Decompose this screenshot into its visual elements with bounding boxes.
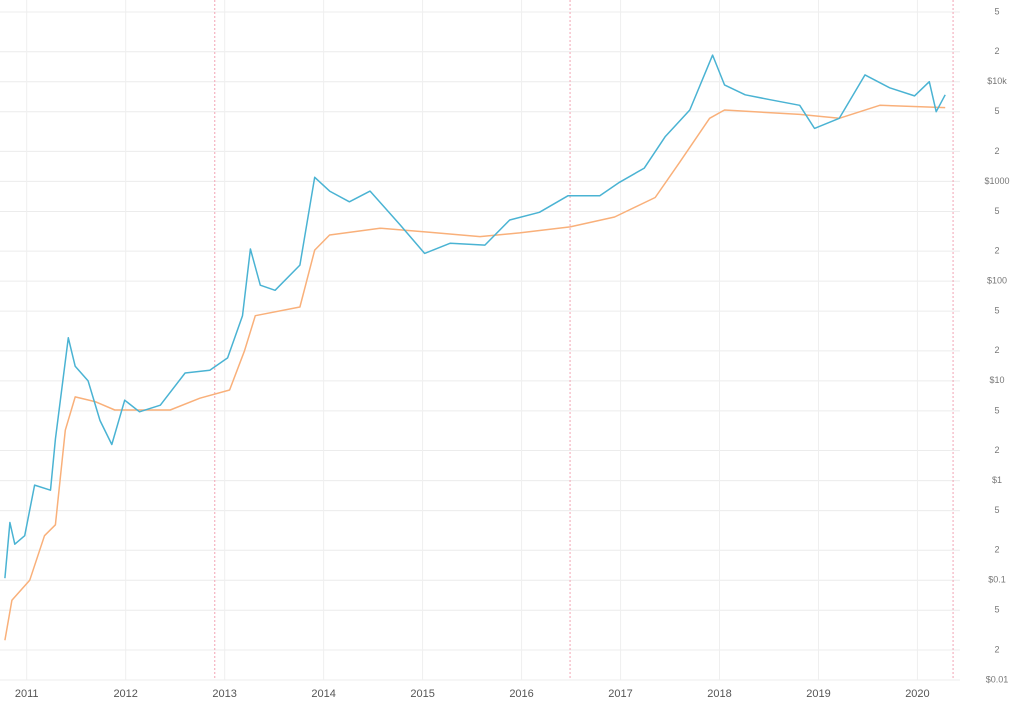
x-tick-label: 2016 bbox=[509, 688, 533, 700]
x-tick-label: 2011 bbox=[15, 688, 39, 700]
y-tick-label: 5 bbox=[994, 206, 999, 216]
y-tick-label: 5 bbox=[994, 505, 999, 515]
y-tick-label: $100 bbox=[987, 276, 1007, 286]
x-tick-label: 2017 bbox=[608, 688, 632, 700]
y-tick-label: 2 bbox=[994, 246, 999, 256]
y-tick-label: 2 bbox=[994, 46, 999, 56]
y-tick-label: 2 bbox=[994, 644, 999, 654]
x-tick-label: 2020 bbox=[905, 688, 929, 700]
x-tick-label: 2018 bbox=[707, 688, 731, 700]
y-tick-label: 5 bbox=[994, 106, 999, 116]
y-tick-label: $0.1 bbox=[988, 575, 1006, 585]
y-tick-label: $1 bbox=[992, 475, 1002, 485]
y-tick-label: 5 bbox=[994, 306, 999, 316]
series-line bbox=[4, 54, 946, 579]
y-tick-label: $0.01 bbox=[986, 674, 1009, 684]
y-tick-label: 2 bbox=[994, 146, 999, 156]
y-tick-label: 2 bbox=[994, 445, 999, 455]
y-tick-label: 5 bbox=[994, 605, 999, 615]
x-tick-label: 2015 bbox=[410, 688, 434, 700]
y-tick-label: $10 bbox=[989, 375, 1004, 385]
series-line bbox=[4, 104, 946, 641]
y-tick-label: $10k bbox=[987, 76, 1007, 86]
x-tick-label: 2013 bbox=[212, 688, 236, 700]
y-tick-label: 5 bbox=[994, 6, 999, 16]
x-tick-label: 2014 bbox=[311, 688, 335, 700]
y-tick-label: 2 bbox=[994, 345, 999, 355]
y-tick-label: 5 bbox=[994, 405, 999, 415]
x-tick-label: 2012 bbox=[113, 688, 137, 700]
y-tick-label: 2 bbox=[994, 545, 999, 555]
x-tick-label: 2019 bbox=[806, 688, 830, 700]
y-tick-label: $1000 bbox=[984, 176, 1009, 186]
